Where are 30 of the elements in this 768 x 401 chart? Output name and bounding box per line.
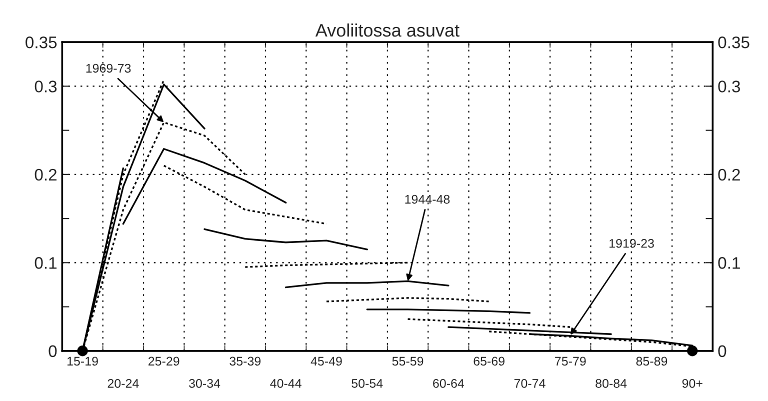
x-tick-label: 30-34: [188, 378, 220, 388]
x-tick-label: 75-79: [555, 356, 586, 366]
x-tick-label: 45-49: [310, 356, 342, 366]
x-tick-label: 40-44: [270, 378, 302, 388]
x-tick-label: 70-74: [514, 378, 546, 388]
annotation: 1969-73: [86, 64, 131, 73]
x-tick-label: 50-54: [352, 378, 383, 388]
x-tick-label: 65-69: [474, 356, 504, 366]
y2-tick-label: 0.3: [718, 80, 740, 92]
x-tick-label: 20-24: [108, 378, 139, 388]
y-tick-label: 0.1: [34, 257, 57, 269]
annotation: 1944-48: [405, 194, 450, 204]
x-tick-label: 60-64: [433, 378, 464, 388]
y2-tick-label: 0: [718, 345, 726, 358]
chart-title: Avoliitossa asuvat: [315, 23, 460, 37]
x-tick-label: 80-84: [596, 378, 627, 388]
y-tick-label: 0.3: [34, 80, 57, 92]
y2-tick-label: 0.1: [718, 257, 740, 269]
annotation: 1919-23: [610, 238, 654, 248]
y-tick-label: 0: [48, 345, 57, 358]
y-tick-label: 0.2: [34, 168, 57, 181]
x-tick-label: 15-19: [68, 356, 98, 366]
x-tick-label: 35-39: [230, 356, 261, 366]
x-tick-label: 90+: [682, 378, 702, 388]
y-tick-label: 0.35: [26, 36, 57, 48]
x-tick-label: 25-29: [148, 356, 180, 366]
y2-tick-label: 0.2: [718, 168, 740, 181]
x-tick-label: 55-59: [392, 356, 424, 366]
y2-tick-label: 0.35: [718, 36, 750, 48]
x-tick-label: 85-89: [636, 356, 668, 366]
